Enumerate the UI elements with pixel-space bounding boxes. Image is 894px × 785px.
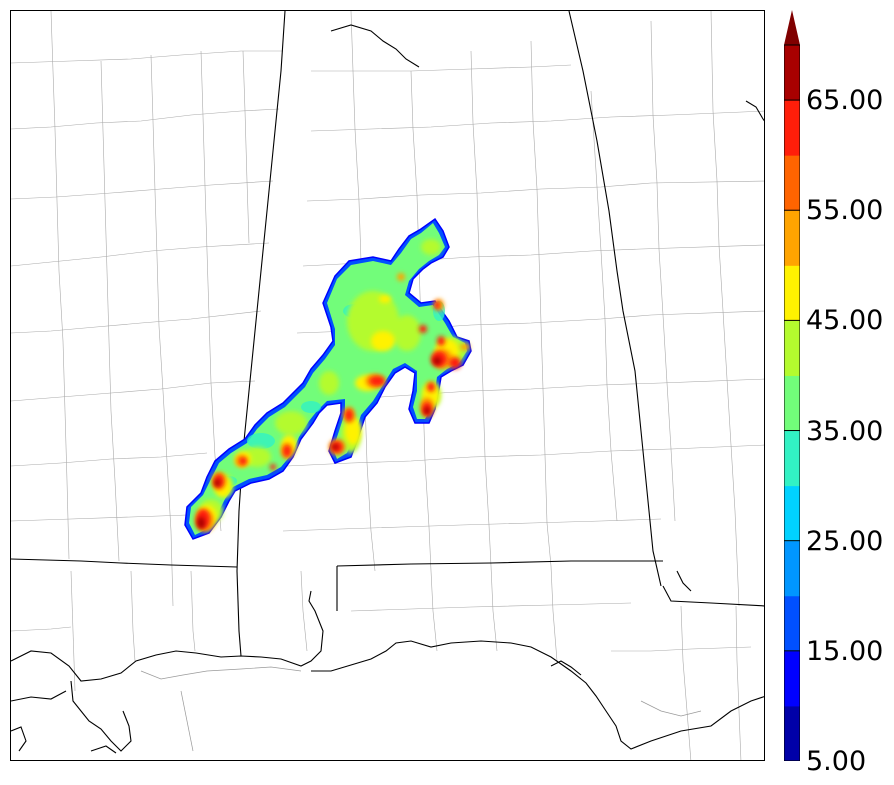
coastline: [11, 24, 764, 754]
colorbar-band: [784, 45, 800, 101]
colorbar-band: [784, 705, 800, 761]
colorbar-band: [784, 430, 800, 487]
county-lines: [11, 11, 764, 760]
colorbar-tick-label: 35.00: [806, 415, 884, 447]
colorbar-tick-label: 15.00: [806, 635, 884, 667]
colorbar-band: [784, 485, 800, 542]
colorbar-band: [784, 210, 800, 266]
map-canvas: [11, 11, 764, 760]
colorbar-extend-arrow: [784, 10, 800, 45]
colorbar: [784, 10, 800, 761]
colorbar-band: [784, 155, 800, 211]
colorbar-band: [784, 265, 800, 321]
colorbar-band: [784, 375, 800, 432]
colorbar-tick-label: 65.00: [806, 85, 884, 117]
colorbar-bands: [784, 45, 800, 761]
colorbar-outline: [784, 44, 800, 761]
colorbar-band: [784, 595, 800, 652]
state-boundaries: [11, 11, 764, 657]
colorbar-tick-label: 45.00: [806, 305, 884, 337]
reflectivity-echoes: [184, 217, 472, 540]
colorbar-ticks: [784, 99, 800, 761]
colorbar-tick-label: 25.00: [806, 525, 884, 557]
colorbar-band: [784, 100, 800, 156]
colorbar-tick-label: 55.00: [806, 195, 884, 227]
water-outlines: [140, 666, 702, 752]
colorbar-band: [784, 650, 800, 707]
colorbar-band: [784, 320, 800, 376]
reflectivity-map: [10, 10, 765, 761]
colorbar-tick-label: 5.00: [806, 746, 867, 777]
colorbar-band: [784, 540, 800, 597]
